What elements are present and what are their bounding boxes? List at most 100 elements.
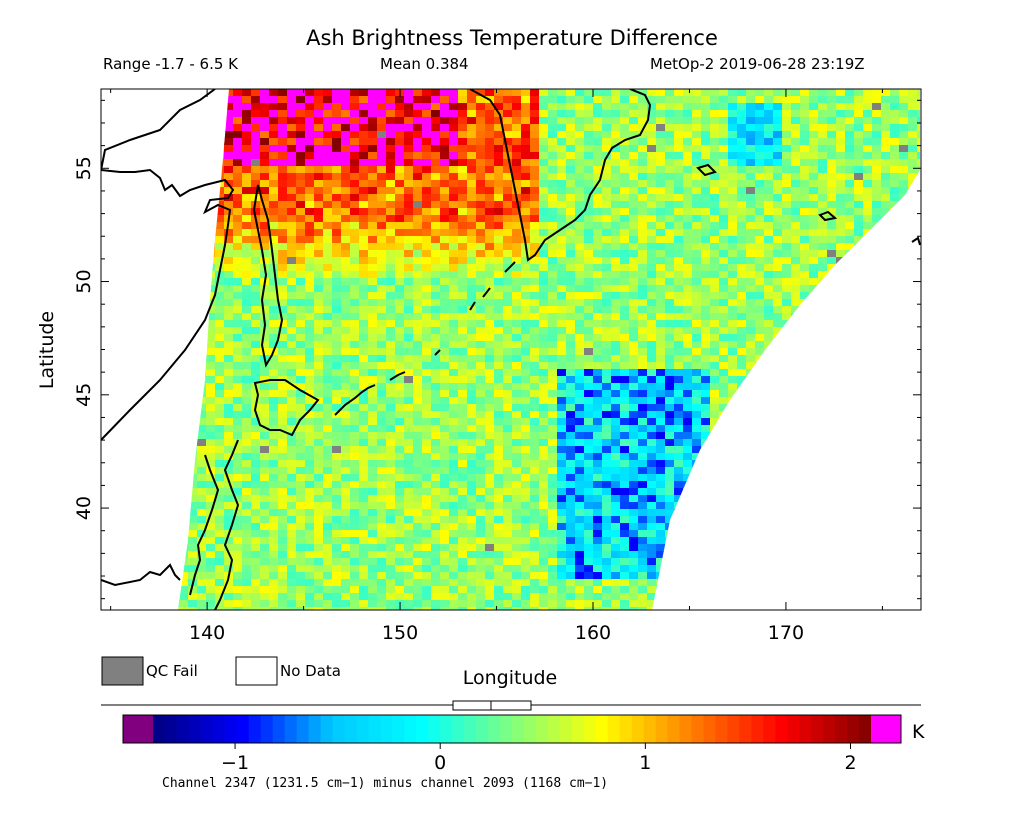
heat-cell [269,453,279,461]
heat-cell [359,285,369,293]
heat-cell [530,362,540,370]
heat-cell [251,96,261,104]
heat-cell [881,299,891,307]
heat-cell [908,495,918,503]
heat-cell [178,236,180,244]
heat-cell [557,103,567,111]
heat-cell [233,404,243,412]
heat-cell-qc-fail [818,446,827,453]
heat-cell [845,488,855,496]
heat-cell [584,397,594,405]
heat-cell [512,348,522,356]
heat-cell-qc-fail [908,215,917,222]
heat-cell [251,341,261,349]
heat-cell [899,229,909,237]
heat-cell [206,306,216,314]
heat-cell [602,390,612,398]
heat-cell [575,110,585,118]
heat-cell [467,138,477,146]
heat-cell [296,103,306,111]
heat-cell [350,110,360,118]
heat-cell [449,229,459,237]
heat-cell [323,439,333,447]
heat-cell [773,187,783,195]
heat-cell [413,446,423,454]
heat-cell [881,488,891,496]
heat-cell [368,96,378,104]
heat-cell [674,404,684,412]
heat-cell [224,313,234,321]
heat-cell [674,201,684,209]
heat-cell [395,327,405,335]
heat-cell [206,397,216,405]
heat-cell [386,292,396,300]
heat-cell [305,432,315,440]
heat-cell [728,474,738,482]
heat-cell [215,376,225,384]
heat-cell [178,404,180,412]
heat-cell [881,320,891,328]
heat-cell [719,425,729,433]
heat-cell [683,453,693,461]
heat-cell [692,320,702,328]
heat-cell [178,208,180,216]
heat-cell [278,495,288,503]
heat-cell [665,243,675,251]
heat-cell [512,236,522,244]
heat-cell [458,502,468,510]
heat-cell [611,110,621,118]
heat-cell [836,194,846,202]
heat-cell [809,481,819,489]
heat-cell [611,194,621,202]
heat-cell [809,138,819,146]
heat-cell [620,194,630,202]
heat-cell [215,439,225,447]
heat-cell [890,243,900,251]
heat-cell [548,327,558,335]
heat-cell [800,173,810,181]
heat-cell [566,348,576,356]
heat-cell [314,96,324,104]
heat-cell [440,201,450,209]
heat-cell [755,236,765,244]
heat-cell [512,404,522,412]
heat-cell [863,474,873,482]
heat-cell [809,397,819,405]
heat-cell [512,243,522,251]
heat-cell [791,229,801,237]
heat-cell [359,369,369,377]
heat-cell [674,250,684,258]
heat-cell [791,201,801,209]
heat-cell [683,285,693,293]
heat-cell [449,481,459,489]
heat-cell [314,257,324,265]
heat-cell [566,446,576,454]
heat-cell [755,306,765,314]
heat-cell [521,166,531,174]
heat-cell [431,222,441,230]
heat-cell [503,103,513,111]
heat-cell [287,208,297,216]
heat-cell [530,264,540,272]
heat-cell [224,376,234,384]
heat-cell [566,250,576,258]
heat-cell [854,411,864,419]
heat-cell [368,369,378,377]
heat-cell [917,488,920,496]
heat-cell [512,292,522,300]
heat-cell [908,264,918,272]
heat-cell [629,299,639,307]
heat-cell [602,355,612,363]
heat-cell [368,341,378,349]
heat-cell [404,439,414,447]
heat-cell [872,439,882,447]
heat-cell [287,229,297,237]
heat-cell [890,425,900,433]
heat-cell [422,138,432,146]
heat-cell [800,425,810,433]
heat-cell [773,348,783,356]
heat-cell [584,292,594,300]
heat-cell [314,103,324,111]
heat-cell [773,299,783,307]
heat-cell [611,299,621,307]
